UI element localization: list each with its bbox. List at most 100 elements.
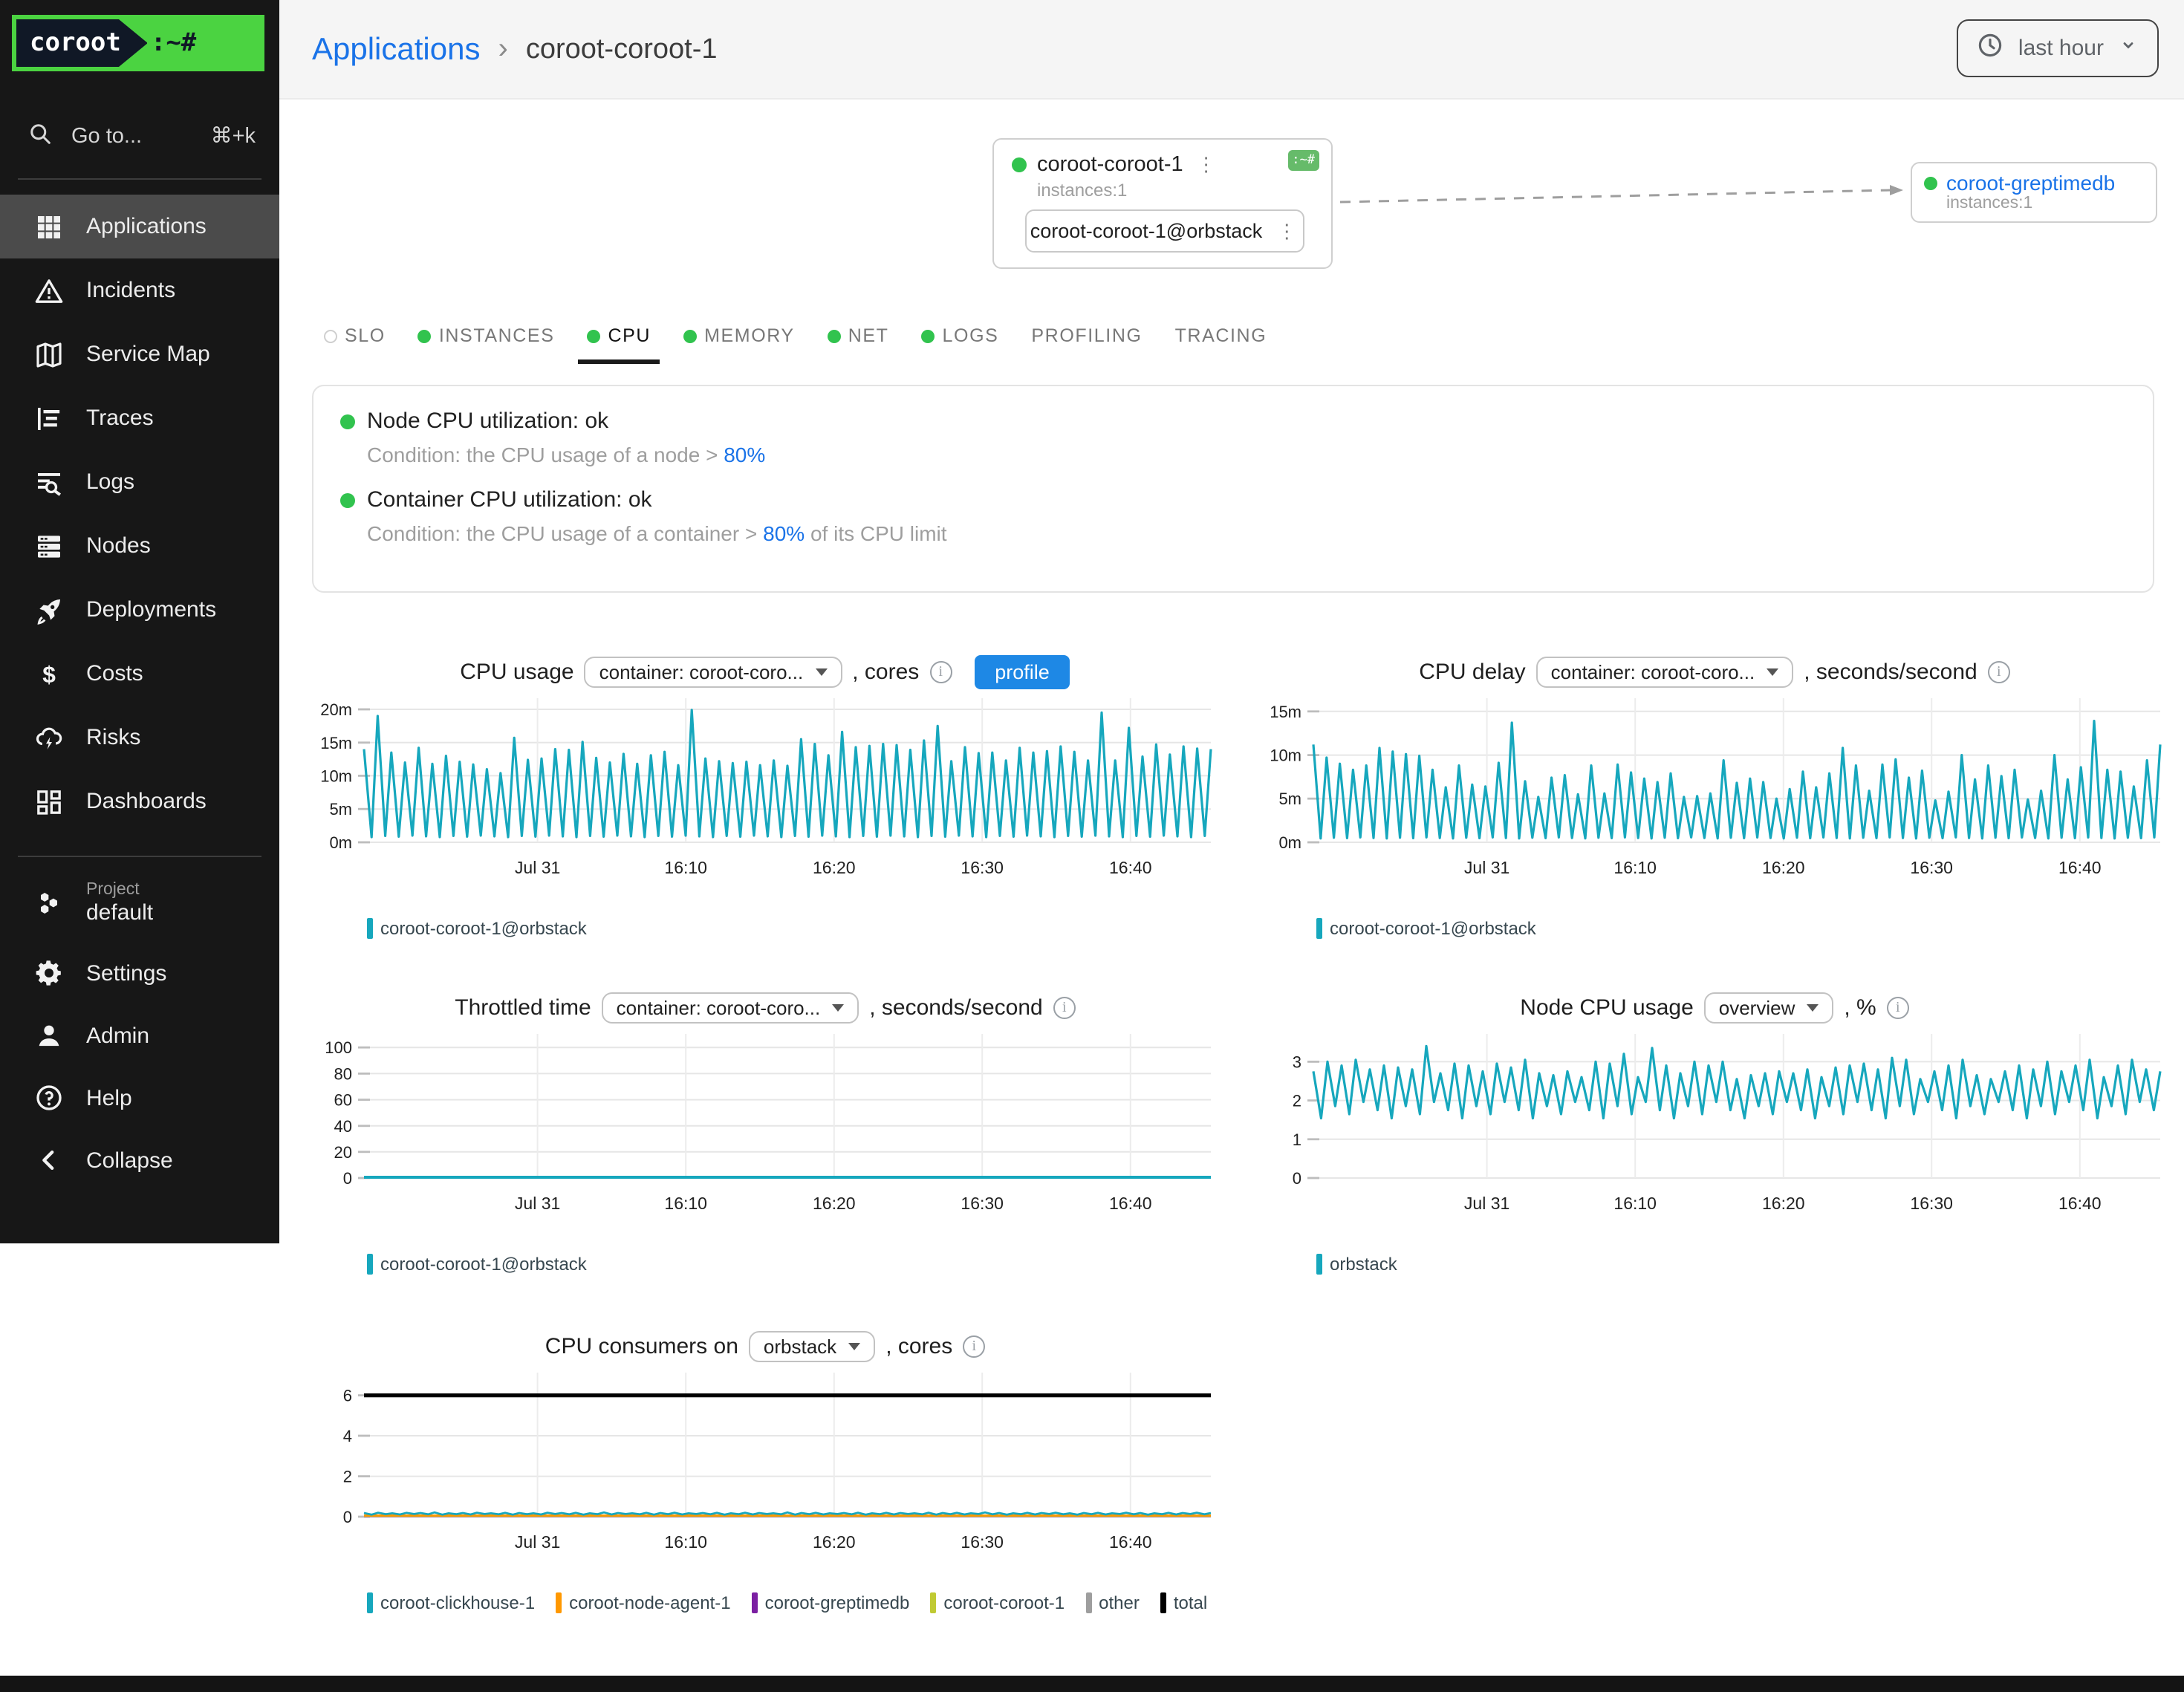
legend-item[interactable]: coroot-coroot-1 (930, 1592, 1065, 1613)
legend-swatch (367, 1592, 373, 1613)
chevron-down-icon (2117, 34, 2139, 62)
sidebar-item-label: Dashboards (86, 789, 207, 814)
breadcrumb-applications-link[interactable]: Applications (312, 32, 480, 68)
instance-coroot-coroot-1-orbstack[interactable]: coroot-coroot-1@orbstack (1025, 209, 1304, 253)
sidebar-item-risks[interactable]: Risks (0, 706, 279, 769)
threshold-link[interactable]: 80% (763, 521, 805, 545)
caret-down-icon (848, 1342, 860, 1350)
chart-legend: coroot-coroot-1@orbstack (1316, 918, 2169, 939)
sidebar-item-traces[interactable]: Traces (0, 386, 279, 450)
kebab-menu-icon[interactable] (1194, 153, 1219, 177)
sidebar-item-logs[interactable]: Logs (0, 450, 279, 514)
chart-plot-area: 0m5m10m15m20mJul 3116:1016:2016:3016:40 (311, 694, 1220, 897)
svg-text:16:30: 16:30 (961, 858, 1004, 877)
sidebar-footer-nav: Settings Admin Help Collapse (0, 942, 279, 1191)
sidebar-item-label: Costs (86, 661, 143, 686)
svg-text:20: 20 (334, 1143, 352, 1162)
sidebar-item-admin[interactable]: Admin (0, 1004, 279, 1067)
time-range-picker[interactable]: last hour (1957, 19, 2159, 77)
svg-text:Jul 31: Jul 31 (1464, 858, 1509, 877)
info-icon[interactable] (929, 660, 952, 683)
dependency-link[interactable]: coroot-greptimedb (1946, 171, 2115, 195)
sidebar-item-label: Deployments (86, 597, 216, 622)
goto-search[interactable]: Go to... ⌘+k (0, 107, 279, 166)
threshold-link[interactable]: 80% (724, 443, 765, 466)
logs-icon (34, 467, 64, 497)
sidebar-project-selector[interactable]: Project default (0, 869, 279, 937)
tab-profiling[interactable]: PROFILING (1031, 319, 1142, 352)
svg-text:16:20: 16:20 (813, 1532, 856, 1552)
status-dot (340, 414, 355, 429)
sidebar-item-applications[interactable]: Applications (0, 195, 279, 258)
svg-text:Jul 31: Jul 31 (515, 1532, 560, 1552)
sidebar-item-label: Applications (86, 214, 207, 239)
sidebar-item-costs[interactable]: $ Costs (0, 642, 279, 706)
tab-tracing[interactable]: TRACING (1175, 319, 1267, 352)
legend-item[interactable]: coroot-clickhouse-1 (367, 1592, 535, 1613)
legend-item[interactable]: coroot-coroot-1@orbstack (1316, 918, 1536, 939)
legend-item[interactable]: other (1085, 1592, 1140, 1613)
tab-slo[interactable]: SLO (324, 319, 386, 352)
status-dot (418, 329, 432, 342)
tab-logs[interactable]: LOGS (922, 319, 999, 352)
node-selector[interactable]: orbstack (749, 1330, 875, 1361)
dependency-connector-line (1337, 181, 1908, 211)
info-icon[interactable] (963, 1335, 985, 1357)
legend-item[interactable]: coroot-coroot-1@orbstack (367, 918, 587, 939)
legend-item[interactable]: coroot-node-agent-1 (556, 1592, 731, 1613)
sidebar-item-collapse[interactable]: Collapse (0, 1129, 279, 1191)
dollar-icon: $ (34, 659, 64, 689)
tab-net[interactable]: NET (828, 319, 889, 352)
sidebar-item-help[interactable]: Help (0, 1067, 279, 1129)
info-icon[interactable] (1887, 996, 1909, 1018)
series-selector[interactable]: container: coroot-coro... (585, 656, 842, 687)
project-icon (34, 888, 64, 918)
tab-instances[interactable]: INSTANCES (418, 319, 555, 352)
legend-item[interactable]: coroot-coroot-1@orbstack (367, 1254, 587, 1275)
info-icon[interactable] (1053, 996, 1076, 1018)
sidebar-item-settings[interactable]: Settings (0, 942, 279, 1004)
chart-plot-area: 0123Jul 3116:1016:2016:3016:40 (1260, 1029, 2169, 1233)
legend-swatch (1160, 1592, 1166, 1613)
sidebar-item-label: Service Map (86, 342, 210, 367)
app-card-coroot-coroot-1: coroot-coroot-1 :~# instances:1 coroot-c… (992, 138, 1333, 269)
svg-text:16:10: 16:10 (1613, 858, 1657, 877)
svg-text:5m: 5m (1278, 790, 1301, 808)
sidebar-item-dashboards[interactable]: Dashboards (0, 769, 279, 833)
svg-text:16:40: 16:40 (1109, 858, 1152, 877)
series-selector[interactable]: container: coroot-coro... (602, 992, 859, 1023)
svg-text:0m: 0m (1278, 833, 1301, 852)
svg-text:16:30: 16:30 (1910, 1194, 1953, 1213)
status-dot (587, 329, 600, 342)
tab-memory[interactable]: MEMORY (683, 319, 795, 352)
legend-item[interactable]: total (1160, 1592, 1207, 1613)
svg-text:5m: 5m (329, 800, 352, 819)
goto-label: Go to... (71, 125, 142, 149)
sidebar-item-label: Traces (86, 406, 154, 431)
sidebar-item-nodes[interactable]: Nodes (0, 514, 279, 578)
legend-item[interactable]: orbstack (1316, 1254, 1397, 1275)
legend-swatch (367, 918, 373, 939)
profile-button[interactable]: profile (974, 654, 1070, 689)
sidebar-item-deployments[interactable]: Deployments (0, 578, 279, 642)
tab-cpu[interactable]: CPU (587, 319, 651, 352)
chart-throttled-time: Throttled time container: coroot-coro...… (311, 988, 1220, 1275)
series-selector[interactable]: container: coroot-coro... (1536, 656, 1794, 687)
svg-text:40: 40 (334, 1117, 352, 1136)
coroot-logo[interactable]: coroot :~# (12, 15, 264, 71)
app-card-coroot-greptimedb: coroot-greptimedb instances:1 (1911, 162, 2157, 223)
caret-down-icon (1807, 1003, 1819, 1011)
instance-name: coroot-coroot-1@orbstack (1030, 220, 1263, 242)
legend-item[interactable]: coroot-greptimedb (752, 1592, 910, 1613)
main-content: coroot-coroot-1 :~# instances:1 coroot-c… (279, 100, 2184, 1676)
info-icon[interactable] (1988, 660, 2010, 683)
series-selector[interactable]: overview (1704, 992, 1834, 1023)
sidebar-item-service-map[interactable]: Service Map (0, 322, 279, 386)
sidebar-item-incidents[interactable]: Incidents (0, 258, 279, 322)
kebab-menu-icon[interactable] (1274, 219, 1299, 243)
svg-text:1: 1 (1293, 1130, 1301, 1149)
project-name: default (86, 900, 153, 927)
time-range-value: last hour (2018, 36, 2104, 61)
svg-text:16:40: 16:40 (2058, 1194, 2102, 1213)
rocket-icon (34, 595, 64, 625)
